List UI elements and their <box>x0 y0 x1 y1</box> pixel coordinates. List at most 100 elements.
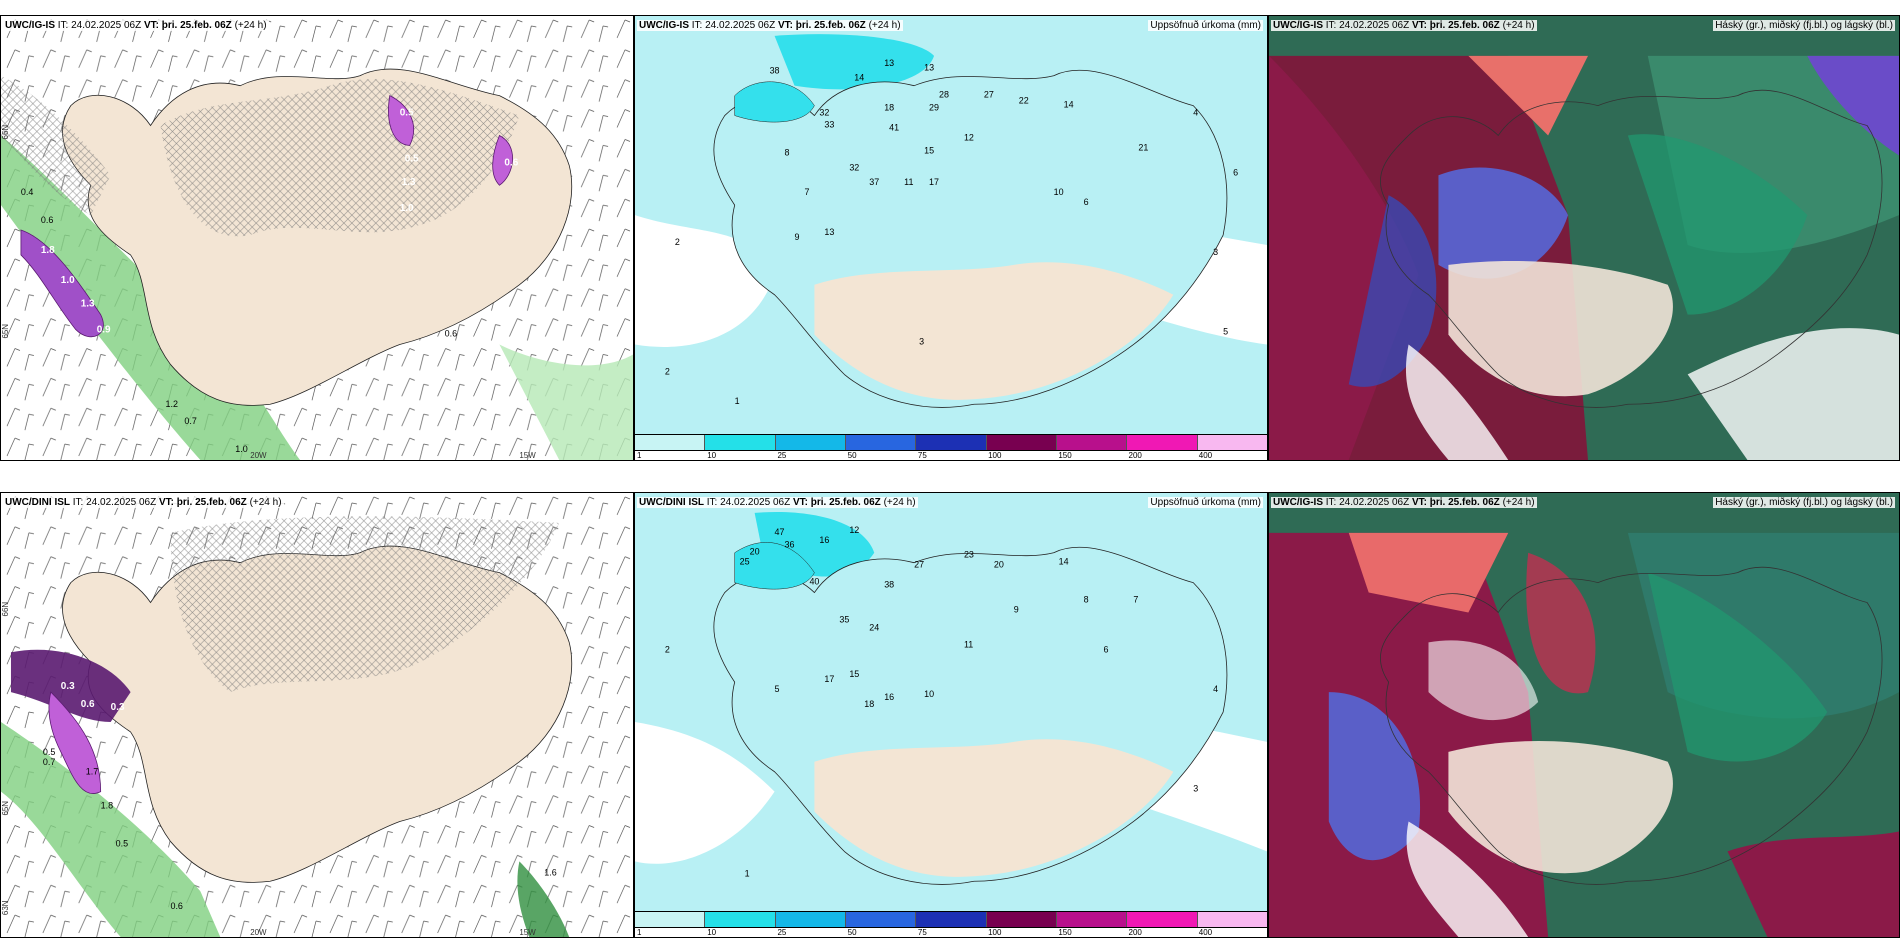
accumulated-precip-map: 13 13 14 18 38 32 33 41 29 28 27 22 14 2… <box>635 16 1267 460</box>
precip-value: 38 <box>770 66 780 76</box>
precip-value: 9 <box>1014 604 1019 614</box>
precip-value: 18 <box>864 699 874 709</box>
panel-title: UWC/DINI ISL IT: 24.02.2025 06Z VT: þri.… <box>3 497 284 508</box>
precip-value: 23 <box>964 550 974 560</box>
precip-value: 6 <box>1084 197 1089 207</box>
legend-tick: 75 <box>917 450 927 460</box>
precip-value: 38 <box>884 580 894 590</box>
lon-label: 15W <box>519 928 536 937</box>
map-label: 0.7 <box>184 416 196 426</box>
wind-map-panel-top: UWC/IG-IS IT: 24.02.2025 06Z VT: þri. 25… <box>0 15 634 461</box>
precip-value: 8 <box>1084 595 1089 605</box>
precip-value: 13 <box>884 58 894 68</box>
precip-value: 10 <box>924 689 934 699</box>
legend-cell <box>775 912 846 927</box>
map-label: 1.7 <box>86 767 98 777</box>
precip-value: 16 <box>819 535 829 545</box>
legend-cell <box>845 912 917 927</box>
precip-value: 15 <box>924 145 934 155</box>
precip-value: 25 <box>740 557 750 567</box>
lon-label: 15W <box>519 451 536 460</box>
map-label: 0.5 <box>43 747 55 757</box>
cloud-title: Háský (gr.), miðský (fj.bl.) og lágský (… <box>1713 497 1895 508</box>
legend-tick: 10 <box>707 927 717 937</box>
legend-ticks: 1 10 25 50 75 100 150 200 400 <box>635 451 1267 460</box>
precip-value: 18 <box>884 103 894 113</box>
precip-value: 1 <box>745 868 750 878</box>
legend-cell <box>1127 435 1198 450</box>
precip-value: 11 <box>904 177 913 187</box>
legend-cell <box>986 435 1057 450</box>
precip-value: 32 <box>849 162 859 172</box>
lat-label: 65N <box>1 801 10 816</box>
precip-value: 13 <box>924 63 934 73</box>
precip-value: 35 <box>839 614 849 624</box>
map-label: 0.7 <box>43 757 55 767</box>
legend-tick: 150 <box>1058 450 1072 460</box>
lat-label: 66N <box>1 125 10 140</box>
legend-tick: 200 <box>1128 927 1142 937</box>
precip-value: 29 <box>929 103 939 113</box>
map-label: 1.3 <box>402 177 416 188</box>
precip-value: 32 <box>819 108 829 118</box>
legend-cell <box>635 912 706 927</box>
map-label: 0.5 <box>400 108 414 119</box>
precip-value: 7 <box>804 187 809 197</box>
map-label: 1.8 <box>41 245 55 256</box>
precip-value: 8 <box>785 147 790 157</box>
precip-value: 4 <box>1213 684 1218 694</box>
precip-value: 3 <box>1213 247 1218 257</box>
legend-cell <box>916 435 987 450</box>
panel-title: UWC/IG-IS IT: 24.02.2025 06Z VT: þri. 25… <box>637 20 903 31</box>
map-label: 1.6 <box>544 867 556 877</box>
precip-value: 47 <box>775 527 785 537</box>
panel-title: UWC/IG-IS IT: 24.02.2025 06Z VT: þri. 25… <box>1271 497 1537 508</box>
precip-value: 3 <box>919 337 924 347</box>
map-label: 0.6 <box>504 157 518 168</box>
panel-title: UWC/IG-IS IT: 24.02.2025 06Z VT: þri. 25… <box>1271 20 1537 31</box>
precip-value: 20 <box>750 547 760 557</box>
precip-value: 12 <box>964 132 974 142</box>
precip-value: 14 <box>1059 557 1069 567</box>
precip-value: 40 <box>809 577 819 587</box>
lon-label: 20W <box>250 928 267 937</box>
precip-title: Uppsöfnuð úrkoma (mm) <box>1148 20 1263 31</box>
precip-value: 15 <box>849 669 859 679</box>
legend-tick: 200 <box>1128 450 1142 460</box>
wind-precip-map: 0.3 0.6 0.3 0.7 0.5 1.7 1.8 0.6 0.5 1.6 … <box>1 493 633 937</box>
legend-cell <box>845 435 917 450</box>
legend-tick: 1 <box>637 450 642 460</box>
map-label: 0.9 <box>97 325 111 336</box>
precip-value: 7 <box>1133 595 1138 605</box>
iceland-outline <box>1379 89 1883 408</box>
map-label: 1.8 <box>101 801 113 811</box>
cloud-title: Háský (gr.), miðský (fj.bl.) og lágský (… <box>1713 20 1895 31</box>
legend-colorbar <box>635 911 1267 928</box>
legend-tick: 25 <box>777 927 787 937</box>
wind-map-panel-bottom: UWC/DINI ISL IT: 24.02.2025 06Z VT: þri.… <box>0 492 634 938</box>
lat-label: 66N <box>1 602 10 617</box>
precip-value: 33 <box>824 120 834 130</box>
cloud-cover-map <box>1269 16 1899 460</box>
precip-value: 2 <box>675 237 680 247</box>
legend-cell <box>916 912 987 927</box>
iceland-outline <box>1379 566 1883 885</box>
precip-value: 27 <box>984 90 994 100</box>
map-label: 0.5 <box>405 153 419 164</box>
purple-precip-west <box>20 229 104 338</box>
precip-value: 20 <box>994 560 1004 570</box>
legend-colorbar <box>635 434 1267 451</box>
map-label: 1.3 <box>81 299 95 310</box>
cloud-panel-top: UWC/IG-IS IT: 24.02.2025 06Z VT: þri. 25… <box>1268 15 1900 461</box>
legend-tick: 100 <box>988 450 1002 460</box>
precip-value: 17 <box>824 674 834 684</box>
legend-tick: 50 <box>847 450 857 460</box>
map-label: 0.3 <box>61 681 75 692</box>
legend-ticks: 1 10 25 50 75 100 150 200 400 <box>635 928 1267 937</box>
map-label: 0.6 <box>41 215 53 225</box>
panel-title: UWC/IG-IS IT: 24.02.2025 06Z VT: þri. 25… <box>3 20 269 31</box>
legend-cell <box>705 912 776 927</box>
precip-title: Uppsöfnuð úrkoma (mm) <box>1148 497 1263 508</box>
legend-tick: 10 <box>707 450 717 460</box>
precip-panel-bottom: UWC/DINI ISL IT: 24.02.2025 06Z VT: þri.… <box>634 492 1268 938</box>
